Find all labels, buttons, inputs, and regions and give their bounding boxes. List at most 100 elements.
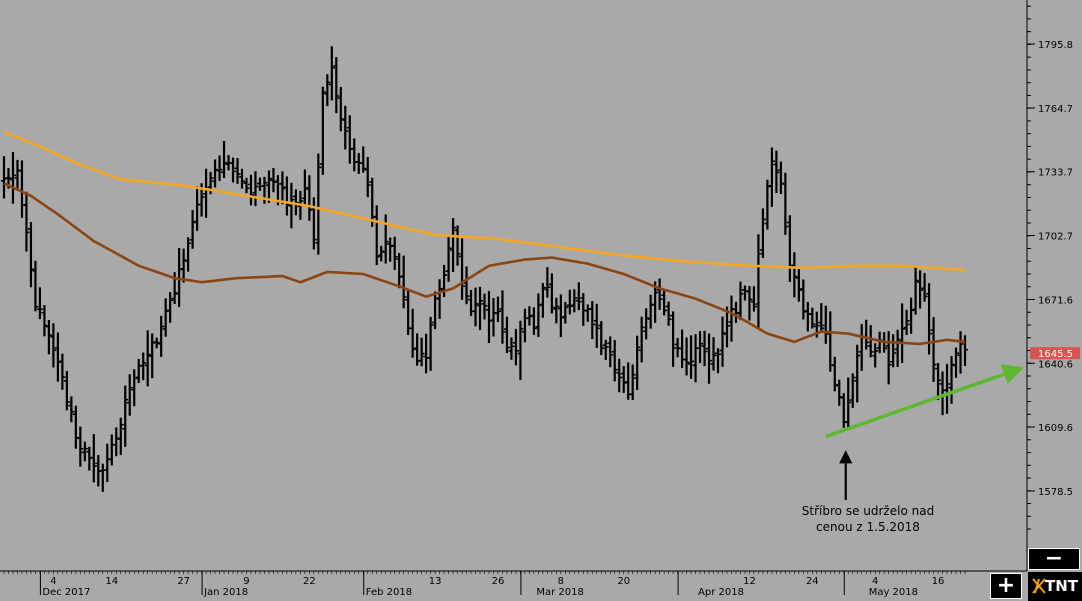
ohlc-bar [750, 286, 757, 312]
ohlc-bar [759, 208, 766, 258]
y-tick-label: 1702.7 [1038, 232, 1073, 243]
ohlc-bar [912, 267, 919, 315]
ohlc-bar [239, 168, 246, 189]
ohlc-bar [315, 153, 322, 255]
ohlc-bar [661, 290, 668, 316]
support-trendline [825, 364, 1024, 439]
ohlc-bar [503, 316, 510, 354]
ohlc-bar [593, 303, 600, 348]
ohlc-bar [122, 385, 129, 447]
ohlc-bar [243, 177, 250, 194]
x-tick-label: 4 [50, 576, 56, 587]
x-tick-label: 24 [806, 576, 819, 587]
ohlc-bar [221, 140, 228, 179]
ohlc-bar [885, 331, 892, 385]
annotation-text-line: cenou z 1.5.2018 [816, 520, 920, 534]
ohlc-bar [553, 297, 560, 324]
x-tick-label: 27 [177, 576, 190, 587]
ohlc-bar [472, 287, 479, 327]
ohlc-bar [737, 281, 744, 321]
ohlc-bar [948, 356, 955, 404]
ohlc-bar [158, 315, 165, 357]
ohlc-bar [36, 287, 43, 320]
x-tick-label: 9 [243, 576, 249, 587]
ohlc-bar [697, 331, 704, 364]
ohlc-bar [117, 417, 124, 456]
ohlc-bar [9, 152, 16, 204]
ohlc-bar [153, 337, 160, 349]
ohlc-bar [450, 218, 457, 273]
ohlc-bar [638, 316, 645, 363]
ohlc-bar [800, 279, 807, 320]
ohlc-bar [935, 362, 942, 401]
ohlc-bar [562, 301, 569, 324]
ohlc-bar [63, 371, 70, 411]
ohlc-bar [189, 210, 196, 249]
moving-average-line-slow [3, 130, 966, 272]
y-tick-label: 1733.7 [1038, 168, 1073, 179]
ohlc-bar [602, 339, 609, 360]
ohlc-bar [230, 157, 237, 183]
ohlc-bar [481, 293, 488, 320]
ohlc-bar [768, 147, 775, 207]
ohlc-bar [131, 369, 138, 407]
ohlc-bar [499, 290, 506, 344]
ohlc-bar [854, 344, 861, 403]
ohlc-bar [252, 171, 259, 207]
ohlc-bar [185, 237, 192, 272]
ohlc-bar [809, 307, 816, 329]
ohlc-bar [710, 337, 717, 371]
ohlc-bar [665, 301, 672, 326]
moving-average-line-fast [3, 182, 966, 346]
ohlc-bar [566, 289, 573, 315]
x-axis-panel [0, 571, 1027, 601]
ohlc-bar [607, 336, 614, 368]
ohlc-bar [373, 205, 380, 266]
zoom-in-button[interactable]: + [990, 573, 1022, 599]
annotation-text-line: Stříbro se udrželo nad [802, 504, 934, 518]
ohlc-bar [670, 311, 677, 367]
ohlc-bar [836, 379, 843, 406]
x-tick-label: 26 [492, 576, 505, 587]
ohlc-bar [90, 434, 97, 483]
ohlc-bar [620, 366, 627, 393]
ohlc-bar [360, 146, 367, 173]
ohlc-bar [818, 303, 825, 333]
ohlc-bar [903, 309, 910, 336]
ohlc-bar [167, 292, 174, 323]
x-month-label: Dec 2017 [42, 587, 90, 598]
ohlc-bar [140, 352, 147, 381]
ohlc-bar [715, 348, 722, 374]
x-tick-label: 8 [558, 576, 564, 587]
last-price-label: 1645.5 [1038, 349, 1073, 360]
ohlc-bar [409, 308, 416, 358]
ohlc-bar [867, 325, 874, 358]
ohlc-bar [265, 170, 272, 203]
ohlc-bar [41, 305, 48, 337]
ohlc-bar [849, 373, 856, 408]
ohlc-bar [634, 335, 641, 390]
y-tick-label: 1640.6 [1038, 359, 1073, 370]
x-month-label: Feb 2018 [366, 587, 412, 598]
y-axis-panel [1027, 0, 1082, 571]
ohlc-bar [418, 337, 425, 367]
ohlc-bar [234, 158, 241, 184]
ohlc-bar [944, 363, 951, 414]
ohlc-bar [732, 301, 739, 324]
x-tick-label: 22 [303, 576, 316, 587]
zoom-out-button[interactable]: − [1028, 548, 1080, 570]
x-month-label: Apr 2018 [698, 587, 744, 598]
ohlc-bar [445, 235, 452, 282]
ohlc-bar [539, 282, 546, 318]
ohlc-bar [59, 353, 66, 390]
ohlc-bar [845, 377, 852, 428]
ohlc-bar [319, 86, 326, 175]
ohlc-bar [782, 172, 789, 235]
ohlc-bar [126, 374, 133, 416]
ohlc-bar [831, 356, 838, 392]
ohlc-bar [50, 323, 57, 368]
last-price-tag [1030, 347, 1080, 360]
ohlc-bar [81, 441, 88, 462]
logo-text: TNT [1044, 577, 1078, 595]
